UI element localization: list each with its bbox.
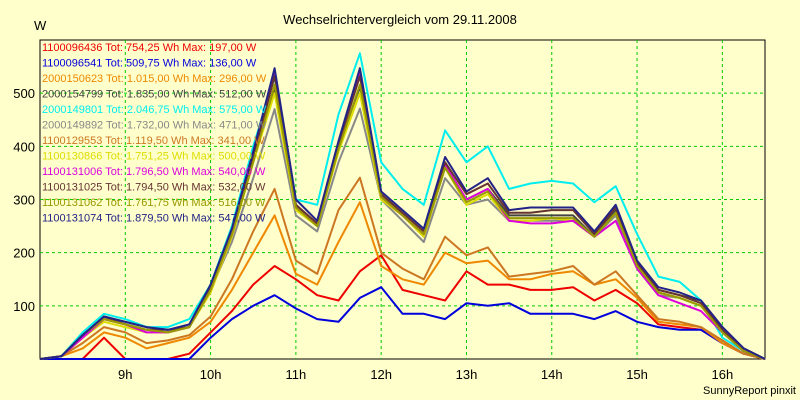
x-tick-label: 9h <box>118 367 132 382</box>
legend-entry-2: 2000150623 Tot: 1.015,00 Wh Max: 296,00 … <box>42 73 267 85</box>
grid-lines <box>40 40 765 359</box>
y-tick-label: 200 <box>13 246 35 261</box>
legend-entry-4: 2000149801 Tot: 2.046,75 Wh Max: 575,00 … <box>42 104 267 116</box>
legend-entry-6: 1100129553 Tot: 1.119,50 Wh Max: 341,00 … <box>42 135 265 147</box>
series-line-6 <box>39 176 766 360</box>
series-line-11 <box>39 67 766 360</box>
x-tick-label: 14h <box>541 367 563 382</box>
y-tick-labels: 100 200 300 400 500 <box>13 86 35 314</box>
x-tick-label: 11h <box>286 367 307 382</box>
legend-entry-7: 1100130866 Tot: 1.751,25 Wh Max: 500,00 … <box>42 151 266 163</box>
series-line-1 <box>40 286 766 360</box>
y-axis-unit-label: W <box>34 18 47 33</box>
x-tick-label: 13h <box>456 367 478 382</box>
legend-entry-1: 1100096541 Tot: 509,75 Wh Max: 136,00 W <box>42 58 257 70</box>
y-tick-label: 500 <box>13 86 35 101</box>
legend-entry-8: 1100131006 Tot: 1.796,50 Wh Max: 540,00 … <box>42 166 266 178</box>
x-tick-label: 12h <box>370 367 392 382</box>
x-tick-labels: 9h 10h 11h 12h 13h 14h 15h 16h <box>118 367 733 382</box>
legend-entry-9: 1100131025 Tot: 1.794,50 Wh Max: 532,00 … <box>42 182 266 194</box>
x-tick-label: 10h <box>200 367 222 382</box>
legend-entry-5: 2000149892 Tot: 1.732,00 Wh Max: 471,00 … <box>42 120 267 132</box>
legend-entry-3: 2000154799 Tot: 1.835,00 Wh Max: 512,00 … <box>42 89 267 101</box>
x-tick-label: 16h <box>712 367 734 382</box>
legend-entry-0: 1100096436 Tot: 754,25 Wh Max: 197,00 W <box>42 42 257 54</box>
footer-credit: SunnyReport pinxit <box>703 385 796 397</box>
legend-entry-10: 1100131062 Tot: 1.761,75 Wh Max: 516,00 … <box>42 197 266 209</box>
series-line-2 <box>39 201 766 360</box>
series-lines <box>39 52 766 360</box>
x-tick-label: 15h <box>626 367 648 382</box>
series-line-4 <box>39 52 766 360</box>
chart-title: Wechselrichtervergleich vom 29.11.2008 <box>283 12 517 27</box>
y-tick-label: 300 <box>13 193 35 208</box>
legend-entry-11: 1100131074 Tot: 1.879,50 Wh Max: 547,00 … <box>42 213 266 225</box>
y-tick-label: 400 <box>13 139 35 154</box>
y-tick-label: 100 <box>13 299 35 314</box>
legend: 1100096436 Tot: 754,25 Wh Max: 197,00 W 1… <box>42 42 267 225</box>
series-line-10 <box>39 83 766 360</box>
